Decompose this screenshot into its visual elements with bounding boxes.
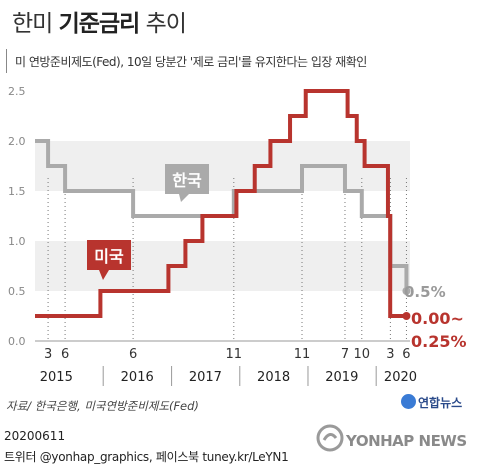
korea-series-label: 한국: [172, 171, 202, 190]
year-tick-label: 2017: [189, 370, 222, 385]
us-callout: [87, 240, 131, 280]
month-tick-label: 3: [386, 347, 394, 362]
subtitle-bar: [6, 49, 7, 73]
chart-title: 한미 기준금리 추이: [12, 4, 187, 38]
month-tick-label: 6: [61, 347, 69, 362]
publish-date: 20200611: [4, 429, 66, 443]
korea-callout: [165, 164, 209, 202]
watermark-logo-icon: [316, 424, 344, 452]
korea-end-label: 0.5%: [404, 283, 446, 301]
chart-subtitle: 미 연방준비제도(Fed), 10일 당분간 '제로 금리'를 유지한다는 입장…: [15, 55, 367, 69]
year-tick-label: 2016: [121, 370, 154, 385]
korea-end-point: [402, 287, 411, 295]
us-end-point: [402, 312, 411, 320]
grid-band: [35, 141, 410, 191]
us-series-label: 미국: [94, 247, 124, 266]
brand-name: 연합뉴스: [418, 396, 463, 410]
source-note: 자료/ 한국은행, 미국연방준비제도(Fed): [6, 399, 199, 413]
month-tick-label: 6: [402, 347, 410, 362]
us-end-label-2: 0.25%: [411, 332, 467, 351]
year-tick-label: 2015: [40, 370, 73, 385]
title-bold: 기준금리: [58, 11, 141, 37]
title-suffix: 추이: [139, 11, 187, 37]
us-rate-line: [35, 89, 407, 318]
watermark: YONHAP NEWS: [346, 432, 467, 450]
y-tick-label: 2.5: [8, 85, 26, 98]
year-tick-label: 2020: [384, 370, 417, 385]
year-tick-label: 2019: [325, 370, 358, 385]
yonhap-logo-icon: [401, 394, 416, 409]
month-tick-label: 7: [341, 347, 349, 362]
month-tick-label: 3: [44, 347, 52, 362]
month-tick-label: 10: [354, 347, 371, 362]
year-tick-label: 2018: [257, 370, 290, 385]
title-prefix: 한미: [12, 11, 59, 37]
month-tick-label: 11: [226, 347, 243, 362]
y-tick-label: 1.5: [8, 185, 26, 198]
y-tick-label: 0.5: [8, 285, 26, 298]
y-tick-label: 1.0: [8, 235, 26, 248]
y-tick-label: 0.0: [8, 335, 26, 348]
y-tick-label: 2.0: [8, 135, 26, 148]
social-links: 트위터 @yonhap_graphics, 페이스북 tuney.kr/LeYN…: [4, 450, 289, 464]
month-tick-label: 11: [294, 347, 311, 362]
month-tick-label: 6: [129, 347, 137, 362]
us-end-label-1: 0.00~: [411, 309, 464, 328]
